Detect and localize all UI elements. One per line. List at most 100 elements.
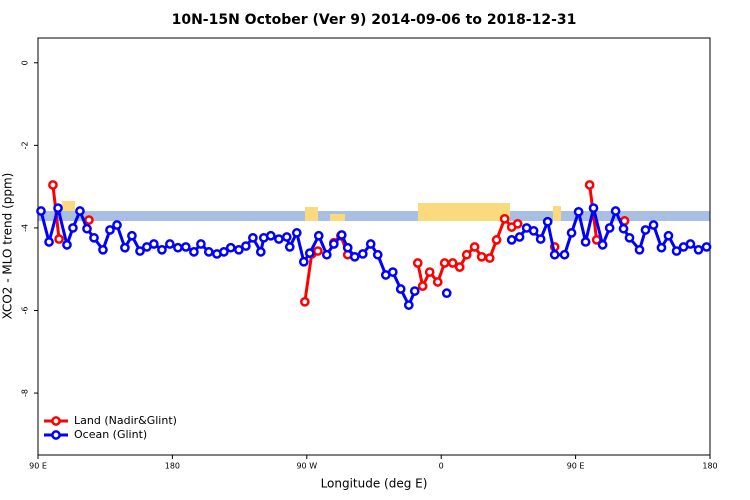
data-point [219, 247, 229, 257]
data-point [265, 230, 276, 241]
data-point [559, 249, 570, 260]
data-point [284, 242, 295, 252]
data-point [588, 203, 599, 213]
data-point [225, 242, 236, 253]
data-point [634, 244, 645, 255]
data-point [68, 223, 78, 233]
data-point [506, 235, 517, 245]
data-point [417, 281, 428, 291]
data-point [671, 246, 682, 256]
y-tick-label: -2 [21, 141, 30, 149]
data-point [234, 244, 244, 255]
data-point [624, 232, 635, 243]
data-point [36, 206, 46, 216]
y-tick-label: 0 [21, 60, 30, 65]
data-point [313, 246, 323, 256]
data-point [412, 258, 423, 268]
data-point [321, 249, 332, 260]
data-point [424, 267, 435, 277]
data-point [484, 253, 495, 263]
data-point [75, 206, 85, 216]
x-axis-label: Longitude (deg E) [321, 477, 428, 491]
data-point [432, 277, 443, 287]
data-point [439, 258, 450, 268]
data-point [135, 246, 145, 256]
x-tick-label: 180 [165, 462, 180, 471]
data-point [127, 230, 137, 241]
legend-marker [51, 430, 61, 440]
data-point [112, 220, 122, 230]
data-point [105, 225, 115, 235]
data-point [48, 180, 58, 190]
data-point [357, 249, 368, 259]
data-point [120, 242, 130, 253]
data-point [149, 239, 159, 249]
data-point [535, 234, 546, 244]
data-point [365, 239, 376, 249]
data-point [53, 203, 63, 213]
data-point [512, 218, 523, 229]
data-point [173, 242, 183, 253]
data-point [499, 213, 510, 224]
data-point [403, 300, 414, 310]
data-point [542, 216, 553, 227]
data-point [597, 239, 608, 250]
data-point [549, 249, 560, 260]
data-point [476, 251, 487, 262]
data-point [387, 267, 398, 277]
data-point [84, 215, 94, 225]
data-point [580, 237, 591, 247]
data-point [640, 225, 651, 235]
land-band [330, 214, 345, 221]
data-point [98, 244, 108, 255]
data-point [604, 223, 615, 233]
data-point [573, 206, 584, 217]
data-point [196, 239, 206, 249]
data-point [241, 241, 251, 251]
land-band [553, 206, 561, 221]
legend-label: Land (Nadir&Glint) [74, 414, 177, 427]
data-point [281, 232, 292, 242]
data-point [372, 249, 383, 260]
data-point [566, 228, 577, 238]
data-point [82, 223, 92, 234]
x-tick-label: 90 E [29, 462, 47, 471]
data-point [300, 296, 310, 307]
data-point [648, 220, 659, 230]
data-point [157, 244, 167, 255]
data-point [342, 242, 353, 253]
data-point [610, 206, 621, 216]
legend-marker [51, 416, 61, 426]
data-point [180, 242, 191, 252]
data-point [349, 251, 360, 262]
data-point [618, 223, 629, 234]
data-point [89, 232, 99, 243]
y-tick-label: -4 [21, 224, 30, 232]
land-band [418, 203, 510, 221]
data-point [454, 262, 465, 272]
data-point [461, 249, 472, 260]
chart-title: 10N-15N October (Ver 9) 2014-09-06 to 20… [172, 12, 577, 28]
land-band [305, 207, 318, 221]
x-tick-label: 90 W [296, 462, 317, 471]
data-point [165, 239, 175, 249]
data-point [663, 230, 674, 241]
data-point [491, 235, 502, 245]
y-axis-label: XCO2 - MLO trend (ppm) [1, 173, 15, 320]
data-point [62, 239, 72, 250]
data-point [328, 239, 339, 249]
data-point [469, 242, 480, 252]
ocean-band [38, 211, 710, 221]
data-point [528, 225, 539, 236]
data-point [313, 230, 324, 241]
x-tick-label: 90 E [567, 462, 585, 471]
data-point [203, 247, 214, 257]
data-point [409, 286, 420, 296]
data-point [447, 258, 458, 268]
data-point [693, 244, 704, 255]
data-point [395, 284, 406, 294]
y-tick-label: -6 [21, 307, 30, 315]
data-point [54, 234, 64, 244]
